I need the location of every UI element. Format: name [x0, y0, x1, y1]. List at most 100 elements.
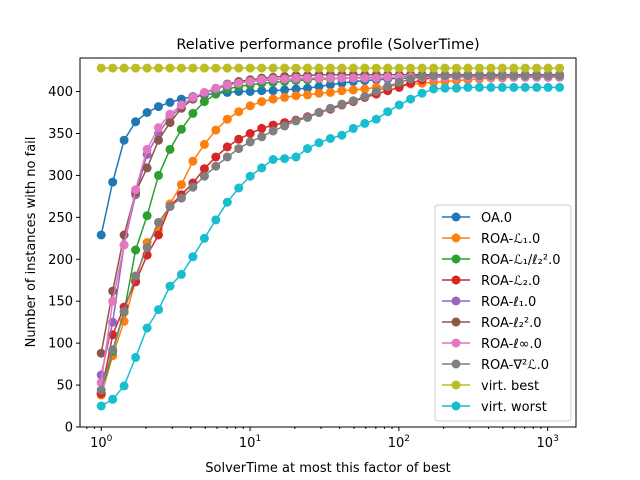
- data-point: [291, 91, 301, 101]
- data-point: [188, 92, 198, 102]
- data-point: [142, 243, 152, 252]
- y-axis-label: Number of instances with no fail: [24, 137, 39, 348]
- data-point: [452, 71, 461, 81]
- data-point: [222, 114, 232, 124]
- data-point: [474, 82, 484, 92]
- data-point: [131, 352, 141, 362]
- data-point: [96, 385, 106, 395]
- data-point: [291, 63, 301, 73]
- data-point: [520, 82, 530, 92]
- series-8: [96, 63, 565, 73]
- legend-entry: virt. best: [442, 379, 539, 394]
- legend-label: ROA-ℓ₂².0: [481, 316, 542, 331]
- data-point: [268, 126, 278, 136]
- data-point: [234, 183, 244, 193]
- data-point: [234, 134, 244, 144]
- legend-marker: [451, 254, 461, 264]
- x-tick-label: 102: [388, 434, 410, 451]
- data-point: [96, 401, 106, 411]
- data-point: [211, 63, 221, 73]
- data-point: [131, 271, 141, 281]
- plot-series: [96, 63, 565, 411]
- data-point: [291, 152, 301, 162]
- legend-entry: ROA-∇²ℒ.0: [442, 358, 549, 373]
- data-point: [280, 85, 290, 95]
- data-point: [452, 63, 461, 73]
- data-point: [154, 217, 163, 227]
- y-tick-label: 300: [48, 169, 73, 184]
- x-tick-label: 100: [90, 434, 113, 451]
- series-9: [96, 82, 565, 411]
- chart-title: Relative performance profile (SolverTime…: [176, 37, 479, 53]
- data-point: [222, 152, 232, 162]
- legend-marker: [451, 338, 461, 348]
- legend-marker: [451, 317, 461, 327]
- legend-marker: [451, 275, 461, 285]
- data-point: [165, 201, 175, 211]
- data-point: [337, 130, 347, 140]
- data-point: [176, 100, 186, 110]
- data-point: [188, 108, 198, 118]
- data-point: [429, 63, 439, 73]
- data-point: [188, 63, 198, 73]
- data-point: [108, 345, 118, 355]
- series-7: [96, 71, 565, 395]
- data-point: [429, 84, 439, 94]
- data-point: [165, 281, 175, 291]
- data-point: [337, 73, 347, 83]
- data-point: [119, 381, 129, 391]
- data-point: [257, 97, 267, 107]
- data-point: [314, 63, 324, 73]
- data-point: [154, 170, 163, 180]
- data-point: [325, 87, 335, 97]
- data-point: [314, 138, 324, 148]
- data-point: [291, 116, 301, 126]
- y-tick-label: 250: [48, 211, 73, 226]
- data-point: [303, 63, 312, 73]
- data-point: [199, 87, 209, 97]
- data-point: [280, 74, 290, 84]
- data-point: [108, 177, 118, 187]
- plot-frame: [79, 57, 577, 428]
- legend-entry: ROA-ℓ₁.0: [442, 295, 536, 310]
- data-point: [108, 63, 118, 73]
- data-point: [234, 144, 244, 154]
- data-point: [199, 171, 209, 181]
- data-point: [222, 197, 232, 207]
- data-point: [497, 71, 507, 81]
- data-point: [245, 63, 255, 73]
- data-point: [142, 323, 152, 333]
- data-point: [131, 63, 141, 73]
- data-point: [199, 139, 209, 149]
- data-point: [314, 88, 324, 98]
- data-point: [348, 73, 358, 83]
- data-point: [165, 97, 175, 107]
- data-point: [280, 121, 290, 131]
- data-point: [188, 156, 198, 166]
- data-point: [119, 63, 129, 73]
- data-point: [165, 109, 175, 119]
- data-point: [234, 107, 244, 117]
- legend-label: ROA-ℓ∞.0: [481, 337, 542, 352]
- data-point: [371, 114, 381, 124]
- data-point: [360, 92, 370, 102]
- legend-marker: [451, 359, 461, 369]
- data-point: [257, 63, 267, 73]
- data-point: [257, 163, 267, 173]
- data-point: [96, 63, 106, 73]
- data-point: [96, 230, 106, 240]
- data-point: [337, 99, 347, 109]
- legend-label: virt. best: [481, 379, 539, 394]
- data-point: [142, 211, 152, 221]
- data-point: [154, 230, 163, 240]
- data-point: [222, 80, 232, 90]
- data-point: [463, 71, 473, 81]
- data-point: [314, 82, 324, 91]
- data-point: [268, 94, 278, 104]
- legend-entry: ROA-ℒ₁.0: [442, 232, 540, 247]
- legend-label: ROA-ℓ₁.0: [481, 295, 536, 310]
- data-point: [348, 63, 358, 73]
- data-point: [176, 180, 186, 190]
- y-tick-label: 100: [48, 337, 73, 352]
